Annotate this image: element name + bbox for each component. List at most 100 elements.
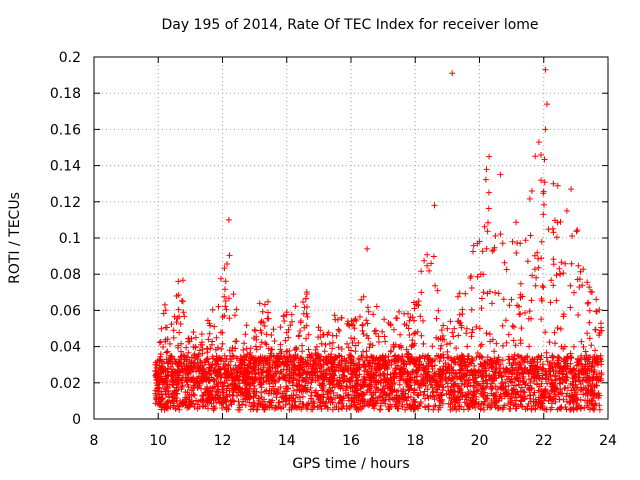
data-point xyxy=(560,371,567,378)
data-point xyxy=(411,405,418,412)
data-point xyxy=(345,344,352,351)
data-point xyxy=(483,383,490,390)
data-point xyxy=(401,321,408,328)
data-point xyxy=(561,385,568,392)
data-point xyxy=(318,340,325,347)
data-point xyxy=(411,305,418,312)
data-point xyxy=(395,387,402,394)
data-point xyxy=(391,326,397,333)
data-point xyxy=(542,66,549,73)
data-point xyxy=(152,359,159,366)
data-point xyxy=(501,393,508,400)
data-point xyxy=(362,364,369,370)
data-point xyxy=(555,354,562,361)
data-point xyxy=(581,354,588,361)
data-point xyxy=(557,218,564,225)
data-point xyxy=(440,384,447,391)
data-point xyxy=(538,401,545,407)
data-point xyxy=(373,384,380,391)
data-point xyxy=(516,353,523,360)
data-point xyxy=(407,405,414,412)
data-point xyxy=(192,343,199,350)
data-point xyxy=(251,356,257,363)
data-point xyxy=(312,389,318,396)
data-point xyxy=(456,367,463,374)
data-point xyxy=(439,371,446,378)
y-tick-label: 0.1 xyxy=(59,231,81,247)
data-point xyxy=(381,333,388,340)
data-point xyxy=(351,325,358,332)
data-point xyxy=(512,388,519,395)
data-point xyxy=(209,353,216,360)
data-point xyxy=(256,300,263,307)
data-point xyxy=(218,345,225,352)
data-point xyxy=(586,307,593,314)
data-point xyxy=(522,395,528,402)
data-point xyxy=(158,391,165,398)
data-point xyxy=(376,372,383,379)
data-point xyxy=(538,380,545,387)
data-point xyxy=(308,379,315,386)
data-point xyxy=(541,179,548,186)
data-point xyxy=(587,288,594,295)
data-point xyxy=(508,387,515,394)
data-point xyxy=(184,370,191,377)
data-point xyxy=(568,260,575,267)
data-point xyxy=(222,298,229,304)
data-point xyxy=(170,327,177,334)
data-point xyxy=(492,289,499,296)
data-point xyxy=(220,383,227,390)
data-point xyxy=(223,356,230,363)
data-point xyxy=(452,388,459,395)
data-point xyxy=(164,405,171,412)
data-point xyxy=(178,340,185,347)
data-point xyxy=(456,290,463,297)
data-point xyxy=(456,385,463,392)
data-point xyxy=(403,346,410,353)
data-point xyxy=(364,304,371,311)
data-point xyxy=(329,339,336,346)
data-point xyxy=(199,362,206,369)
data-point xyxy=(443,390,450,397)
data-point xyxy=(482,385,489,391)
data-point xyxy=(339,404,346,411)
data-point xyxy=(416,385,423,391)
data-point xyxy=(153,370,160,377)
data-point xyxy=(187,400,194,407)
data-point xyxy=(497,391,504,398)
data-point xyxy=(448,376,455,383)
data-point xyxy=(382,392,389,399)
data-point xyxy=(313,365,319,372)
data-point xyxy=(304,405,311,412)
data-point xyxy=(396,394,403,401)
data-point xyxy=(427,393,434,400)
data-point xyxy=(368,383,375,390)
data-point xyxy=(253,336,260,343)
data-point xyxy=(328,394,335,401)
data-point xyxy=(326,368,333,374)
data-point xyxy=(289,402,296,409)
data-point xyxy=(224,367,231,374)
data-point xyxy=(372,381,378,388)
data-point xyxy=(322,370,329,377)
data-point xyxy=(480,289,487,296)
data-point xyxy=(450,333,457,340)
data-point xyxy=(367,377,374,384)
data-point xyxy=(585,365,592,372)
data-point xyxy=(297,319,304,326)
data-point xyxy=(539,361,546,368)
data-point xyxy=(379,328,386,335)
data-point xyxy=(344,375,350,382)
data-point xyxy=(577,268,584,275)
data-point xyxy=(293,344,299,351)
data-point xyxy=(552,398,559,405)
data-point xyxy=(339,371,346,378)
data-point xyxy=(532,153,539,160)
data-point xyxy=(464,343,471,350)
data-point xyxy=(162,307,169,314)
data-point xyxy=(302,295,309,302)
data-point xyxy=(380,370,387,377)
data-point xyxy=(407,314,414,321)
data-point xyxy=(364,320,371,327)
data-point xyxy=(542,376,549,383)
